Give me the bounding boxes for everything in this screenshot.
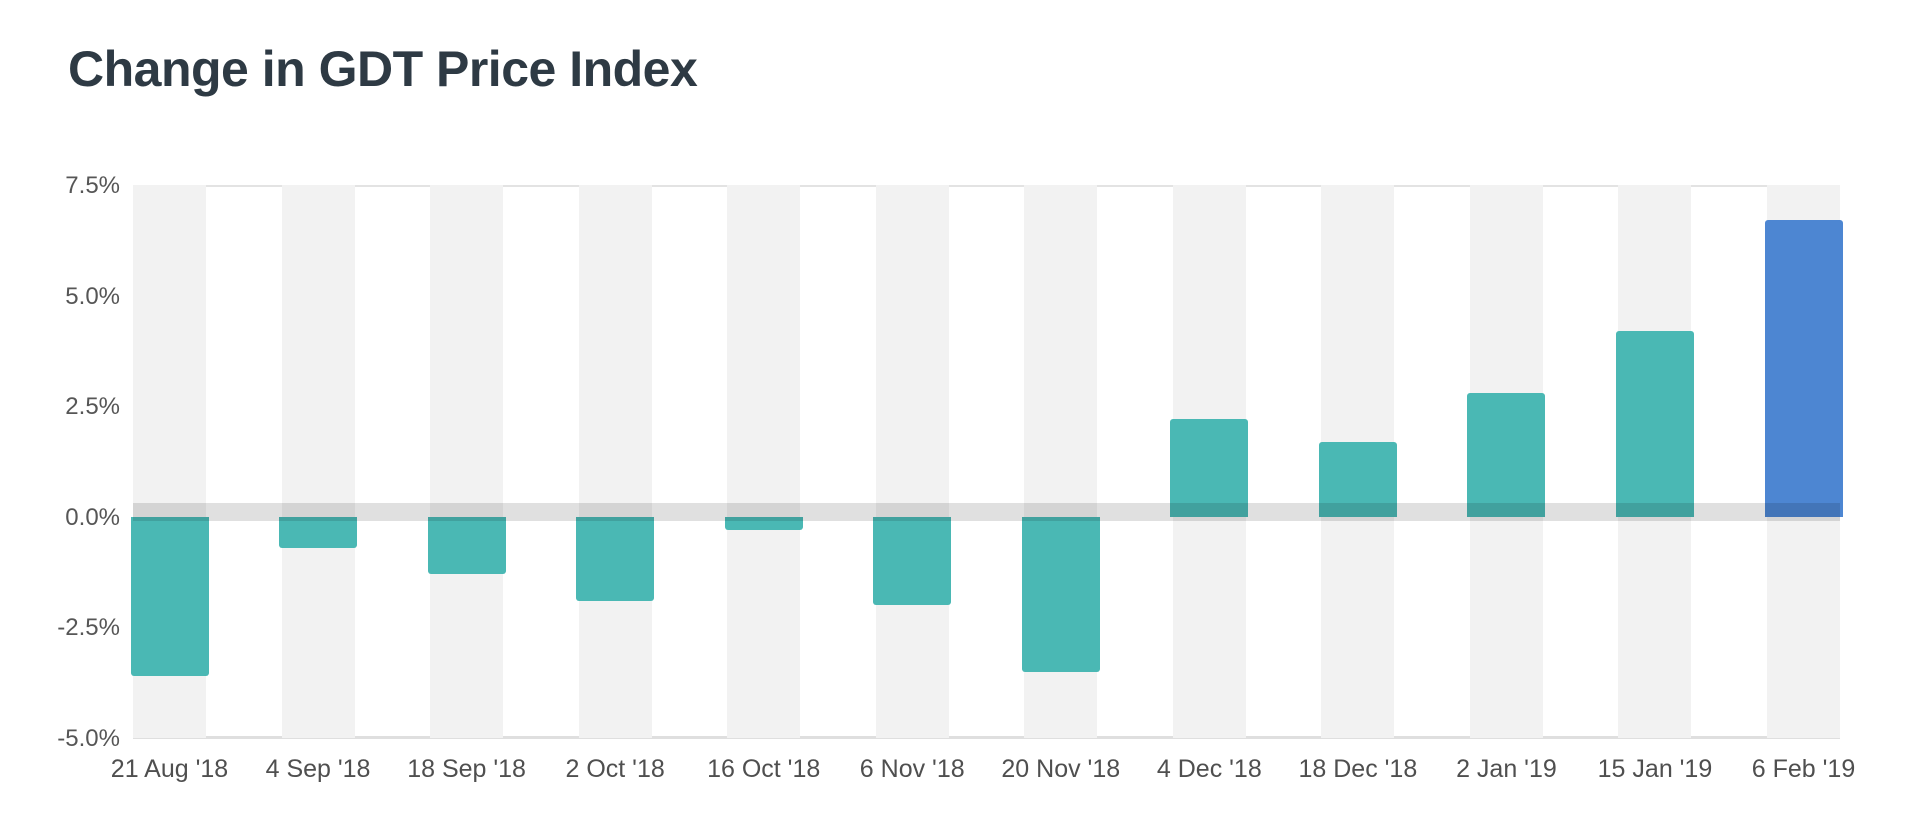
bar (130, 516, 209, 677)
bg-stripe (430, 185, 504, 738)
y-tick-label: -5.0% (57, 725, 120, 752)
x-tick-label: 4 Dec '18 (1156, 755, 1262, 783)
chart-title: Change in GDT Price Index (68, 41, 698, 97)
y-tick-label: 0.0% (65, 503, 120, 531)
bg-stripe (875, 185, 949, 738)
x-tick-label: 6 Nov '18 (859, 755, 965, 783)
x-tick-label: 18 Sep '18 (407, 755, 526, 783)
plot-area: 7.5% 5.0% 2.5% 0.0% -2.5% -5.0% 21 Aug '18 4 Se… (57, 172, 1855, 783)
x-tick-label: 15 Jan '19 (1597, 755, 1713, 783)
x-tick-label: 18 Dec '18 (1298, 755, 1418, 783)
bar (1021, 516, 1100, 672)
bar (1170, 419, 1249, 517)
x-tick-label: 20 Nov '18 (1001, 755, 1121, 783)
x-tick-label: 16 Oct '18 (707, 755, 821, 783)
bar (427, 516, 506, 575)
zero-line (133, 502, 1840, 521)
bar (1615, 330, 1694, 517)
x-tick-label: 2 Jan '19 (1456, 755, 1557, 783)
x-tick-label: 2 Oct '18 (565, 755, 665, 783)
bg-stripe (281, 185, 355, 738)
bar (576, 516, 655, 601)
x-tick-label: 6 Feb '19 (1751, 755, 1856, 783)
bar (873, 516, 952, 606)
y-tick-label: -2.5% (57, 614, 120, 642)
y-tick-label: 5.0% (65, 282, 120, 310)
y-tick-label: 7.5% (65, 172, 120, 199)
bar (1764, 220, 1843, 517)
x-tick-label: 4 Sep '18 (265, 755, 371, 783)
bar (279, 516, 358, 548)
y-tick-label: 2.5% (65, 393, 120, 421)
bg-stripe (578, 185, 652, 738)
bar (1467, 392, 1546, 517)
x-tick-label: 21 Aug '18 (110, 755, 229, 783)
bg-stripe (727, 185, 801, 738)
bar (1318, 441, 1397, 517)
top-gridline (133, 185, 1840, 187)
x-axis-line (133, 736, 1840, 739)
bar (724, 516, 803, 531)
